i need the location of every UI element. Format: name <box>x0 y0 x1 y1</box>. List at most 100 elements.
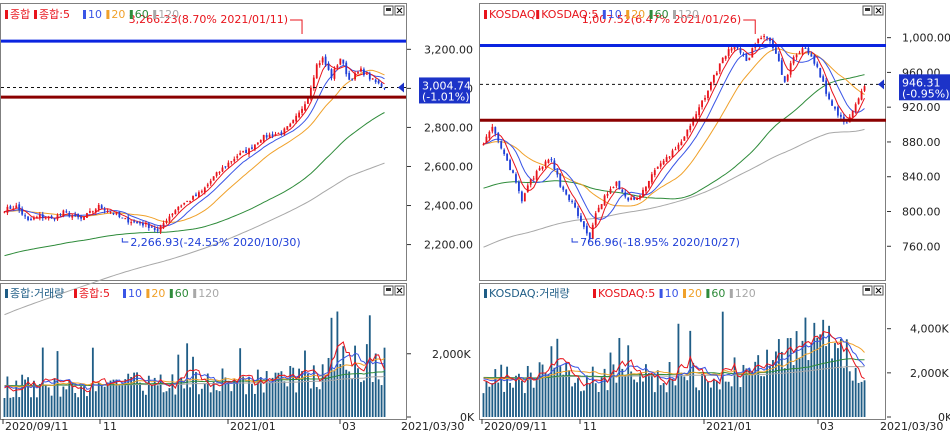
candle-body <box>813 55 816 64</box>
candle-body <box>701 100 703 107</box>
legend-swatch <box>536 10 540 19</box>
volume-bar <box>159 374 162 417</box>
volume-bar <box>74 393 77 417</box>
candle-body <box>526 185 529 192</box>
candle-body <box>603 195 606 206</box>
right-price-restore-button[interactable] <box>862 5 873 16</box>
volume-bar <box>289 366 292 417</box>
candle-body <box>368 73 371 80</box>
candle-body <box>227 162 230 167</box>
candle-body <box>500 141 503 149</box>
candle-body <box>745 53 748 61</box>
volume-bar <box>3 398 6 417</box>
volume-bar <box>50 395 53 417</box>
volume-bar <box>136 372 138 417</box>
candle-body <box>804 47 807 49</box>
y-tick-label: 2,600.00 <box>424 160 473 173</box>
candle-body <box>845 122 848 124</box>
volume-bar <box>783 368 786 417</box>
candle-body <box>127 216 130 223</box>
volume-bar <box>689 330 692 417</box>
candle-body <box>497 132 500 141</box>
legend-swatch <box>83 10 86 19</box>
volume-bar <box>271 377 274 417</box>
ma20-line <box>4 69 385 223</box>
candle-body <box>520 191 523 202</box>
candle-body <box>571 200 574 202</box>
candle-body <box>659 163 662 167</box>
candle-body <box>195 194 197 196</box>
candle-body <box>624 192 627 197</box>
candle-body <box>630 197 633 200</box>
volume-bar <box>304 350 306 417</box>
candle-body <box>763 36 766 38</box>
volume-bar <box>242 376 245 417</box>
volume-bar <box>383 347 386 417</box>
legend-label: 종합:5 <box>39 8 70 21</box>
volume-bar <box>851 380 854 417</box>
volume-bar <box>15 380 18 417</box>
candle-body <box>315 64 318 79</box>
candle-body <box>825 80 828 94</box>
volume-bar <box>565 362 568 417</box>
candle-body <box>139 222 141 224</box>
candle-body <box>828 93 830 100</box>
volume-ma5-line <box>4 341 385 393</box>
candle-body <box>739 48 742 53</box>
right-price-close-button[interactable] <box>873 5 884 16</box>
left-volume-close-button[interactable] <box>394 285 405 296</box>
y-tick-label: 2,200.00 <box>424 239 473 252</box>
volume-bar <box>354 345 356 417</box>
volume-bar <box>730 386 733 417</box>
volume-bar <box>360 382 362 417</box>
candle-body <box>124 218 127 220</box>
volume-bar <box>62 386 65 417</box>
candle-body <box>360 68 362 72</box>
volume-bar <box>751 371 754 417</box>
candle-body <box>106 211 109 213</box>
candle-body <box>168 216 171 221</box>
volume-bar <box>792 365 795 417</box>
candle-body <box>751 48 754 58</box>
volume-bar <box>142 390 144 417</box>
right-volume-restore-button[interactable] <box>862 285 873 296</box>
candle-body <box>298 112 301 118</box>
high-pointer <box>743 19 756 34</box>
legend-label: 60 <box>711 287 725 300</box>
candle-body <box>380 83 383 87</box>
volume-bar <box>236 380 239 417</box>
volume-bar <box>606 390 609 417</box>
volume-bar <box>801 340 804 417</box>
left-price-restore-button[interactable] <box>383 5 394 16</box>
candle-body <box>374 79 377 82</box>
x-tick-label: 2020/09/11 <box>484 420 547 433</box>
volume-bar <box>577 378 579 417</box>
candle-body <box>77 213 80 218</box>
volume-bar <box>839 338 842 417</box>
volume-bar <box>491 383 494 417</box>
volume-bar <box>265 371 268 417</box>
candle-body <box>718 63 721 72</box>
candle-body <box>662 160 665 165</box>
candle-body <box>38 214 41 218</box>
left-volume-restore-button[interactable] <box>383 285 394 296</box>
candle-body <box>577 207 579 216</box>
legend-swatch <box>123 289 126 298</box>
volume-bar <box>854 367 857 417</box>
left-price-close-button[interactable] <box>394 5 405 16</box>
ma5-line <box>4 63 385 229</box>
volume-bar <box>339 364 342 417</box>
candle-body <box>136 221 138 223</box>
candle-body <box>491 126 494 132</box>
volume-bar <box>80 386 82 417</box>
x-tick-label: 2021/01 <box>230 420 276 433</box>
volume-bar <box>103 386 106 417</box>
candle-body <box>103 209 106 211</box>
volume-bar <box>156 385 159 417</box>
candle-body <box>792 57 795 64</box>
volume-bar <box>144 394 147 417</box>
right-volume-close-button[interactable] <box>873 285 884 296</box>
volume-bar <box>86 396 88 417</box>
volume-bar <box>642 381 644 417</box>
volume-bar <box>230 391 233 417</box>
